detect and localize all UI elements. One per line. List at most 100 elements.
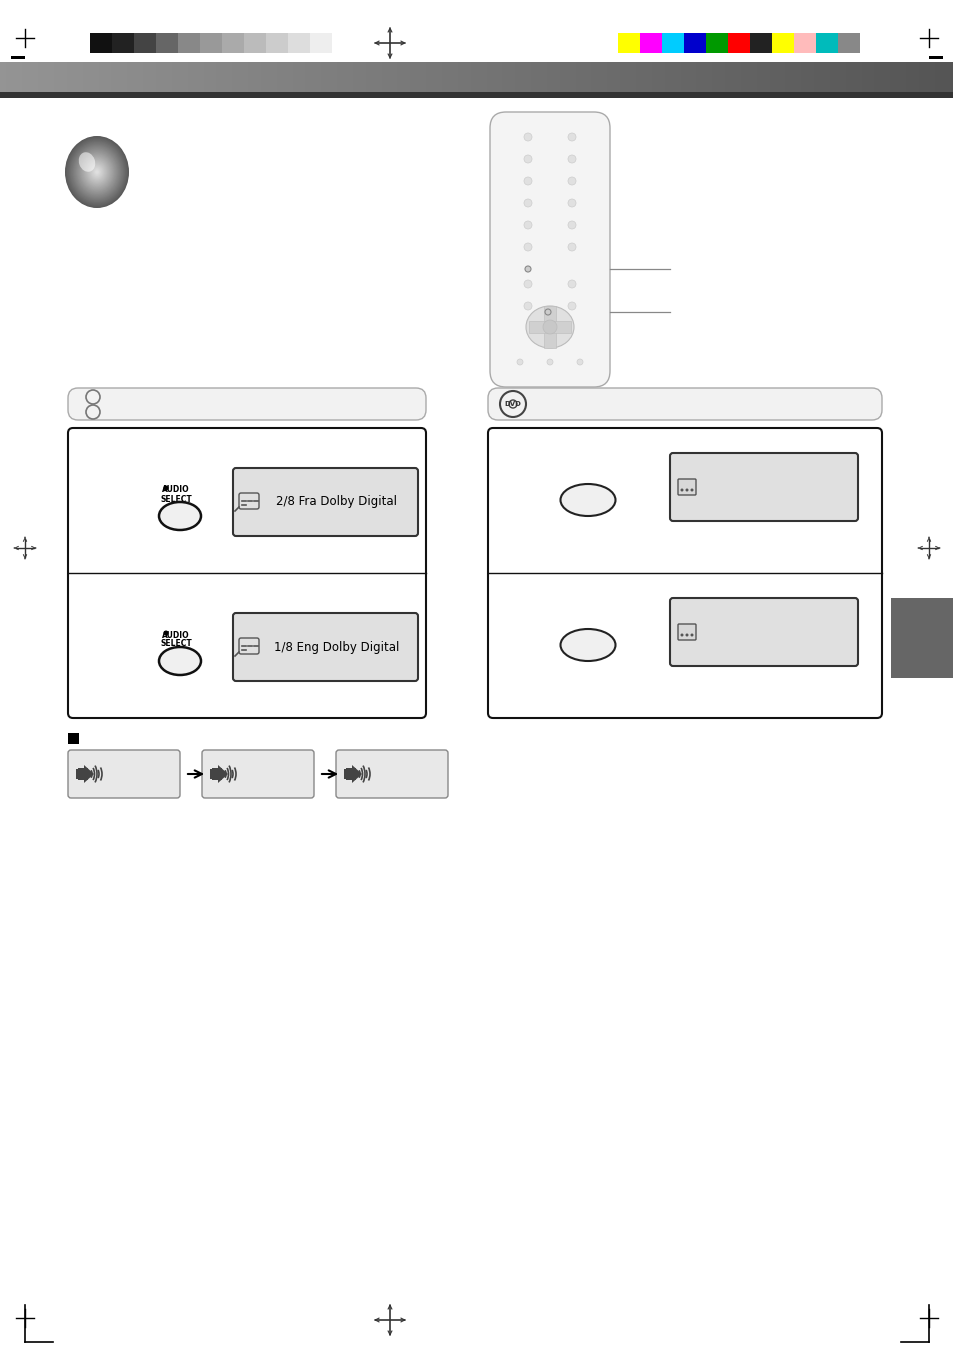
FancyBboxPatch shape (335, 750, 448, 798)
Ellipse shape (91, 166, 102, 177)
Circle shape (546, 359, 553, 365)
Bar (928, 55, 942, 58)
Ellipse shape (80, 154, 113, 190)
Circle shape (523, 199, 532, 207)
FancyBboxPatch shape (68, 388, 426, 420)
Bar (133, 32, 156, 53)
Circle shape (567, 243, 576, 251)
Ellipse shape (86, 159, 109, 185)
FancyArrow shape (346, 767, 355, 780)
Circle shape (690, 489, 693, 492)
Circle shape (567, 132, 576, 141)
FancyBboxPatch shape (233, 613, 417, 681)
Circle shape (567, 303, 576, 309)
Ellipse shape (159, 503, 201, 530)
Ellipse shape (79, 151, 114, 192)
Bar (618, 32, 639, 53)
Polygon shape (218, 765, 228, 784)
Circle shape (567, 280, 576, 288)
Bar (344, 769, 352, 780)
Ellipse shape (525, 305, 574, 349)
Polygon shape (352, 765, 361, 784)
Bar (112, 32, 133, 53)
Ellipse shape (71, 142, 123, 201)
Ellipse shape (91, 165, 103, 180)
Circle shape (567, 199, 576, 207)
Ellipse shape (159, 647, 201, 676)
Circle shape (544, 309, 551, 315)
Circle shape (523, 177, 532, 185)
Ellipse shape (90, 163, 105, 181)
Bar (68, 734, 79, 744)
FancyBboxPatch shape (669, 598, 857, 666)
Ellipse shape (80, 153, 114, 192)
Circle shape (679, 634, 682, 636)
FancyBboxPatch shape (488, 428, 882, 717)
FancyBboxPatch shape (490, 112, 609, 386)
Bar (705, 32, 727, 53)
Ellipse shape (72, 145, 121, 200)
Text: 1/8 Eng Dolby Digital: 1/8 Eng Dolby Digital (274, 640, 399, 654)
Circle shape (567, 155, 576, 163)
Text: 2/8 Fra Dolby Digital: 2/8 Fra Dolby Digital (276, 496, 397, 508)
Ellipse shape (66, 138, 128, 207)
Ellipse shape (83, 157, 111, 188)
Bar (288, 32, 310, 53)
Circle shape (523, 222, 532, 230)
Bar (639, 32, 661, 53)
Ellipse shape (76, 149, 118, 196)
Ellipse shape (84, 157, 111, 186)
Bar (222, 32, 244, 53)
Text: AUDIO: AUDIO (162, 631, 190, 639)
Bar (90, 32, 112, 53)
Ellipse shape (90, 165, 104, 180)
Ellipse shape (81, 154, 112, 190)
Circle shape (523, 303, 532, 309)
Bar (837, 32, 859, 53)
Ellipse shape (82, 155, 112, 189)
Text: AUDIO: AUDIO (162, 485, 190, 494)
Ellipse shape (74, 147, 119, 197)
Ellipse shape (66, 136, 129, 207)
Text: SELECT: SELECT (160, 494, 192, 504)
Ellipse shape (92, 168, 101, 177)
Bar (244, 32, 266, 53)
Ellipse shape (73, 146, 120, 199)
Bar (310, 32, 332, 53)
Ellipse shape (86, 159, 108, 184)
Bar (76, 769, 84, 780)
Bar (11, 55, 25, 58)
Text: SELECT: SELECT (160, 639, 192, 648)
FancyBboxPatch shape (239, 493, 258, 509)
Ellipse shape (91, 166, 103, 178)
Ellipse shape (85, 158, 109, 185)
Circle shape (523, 280, 532, 288)
Ellipse shape (95, 170, 99, 174)
Ellipse shape (87, 161, 107, 184)
Circle shape (524, 266, 531, 272)
Ellipse shape (88, 162, 106, 182)
Ellipse shape (93, 169, 100, 176)
Circle shape (690, 634, 693, 636)
Circle shape (567, 222, 576, 230)
Bar (890, 598, 953, 678)
Ellipse shape (69, 139, 126, 204)
Bar (210, 769, 218, 780)
FancyBboxPatch shape (488, 388, 882, 420)
Ellipse shape (82, 155, 112, 189)
Bar (156, 32, 178, 53)
Bar (0, 92, 953, 99)
Ellipse shape (72, 145, 122, 200)
FancyBboxPatch shape (669, 453, 857, 521)
Bar (332, 32, 354, 53)
Bar (200, 32, 222, 53)
Ellipse shape (84, 158, 110, 186)
FancyBboxPatch shape (233, 467, 417, 536)
Ellipse shape (88, 161, 107, 182)
Ellipse shape (65, 136, 129, 208)
Circle shape (163, 631, 169, 635)
Ellipse shape (71, 142, 124, 203)
Bar (815, 32, 837, 53)
Circle shape (523, 132, 532, 141)
Circle shape (163, 485, 169, 490)
